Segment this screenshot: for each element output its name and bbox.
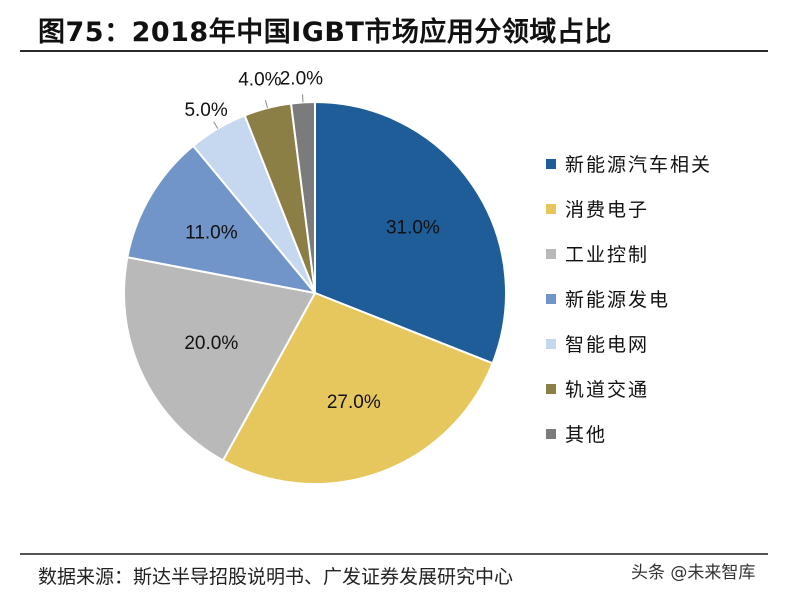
legend-swatch	[546, 203, 556, 214]
data-label-3: 20.0%	[184, 333, 238, 354]
title-divider	[20, 50, 768, 52]
legend-swatch	[546, 428, 556, 439]
legend-item-1: 新能源汽车相关	[546, 141, 712, 186]
data-label-1: 31.0%	[386, 217, 440, 238]
legend-swatch	[546, 338, 556, 349]
pie-slice-4	[126, 144, 318, 295]
legend-item-3: 工业控制	[546, 231, 712, 276]
legend-item-7: 其他	[546, 411, 712, 456]
pie-slice-1	[314, 100, 507, 365]
leader-line-7	[302, 94, 304, 103]
legend-label: 工业控制	[565, 244, 650, 266]
data-label-2: 27.0%	[327, 392, 381, 413]
chart-legend: 新能源汽车相关 消费电子工业控制新能源发电智能电网轨道交通其他	[546, 141, 712, 456]
source-note: 数据来源：斯达半导招股说明书、广发证券发展研究中心	[38, 566, 514, 588]
legend-swatch	[546, 383, 556, 394]
legend-label: 消费电子	[565, 199, 650, 221]
footer-divider	[20, 553, 768, 555]
data-label-6: 4.0%	[238, 69, 281, 90]
legend-label: 新能源汽车相关	[565, 154, 713, 176]
legend-item-6: 轨道交通	[546, 366, 712, 411]
data-label-4: 11.0%	[185, 223, 238, 244]
legend-label: 轨道交通	[565, 379, 650, 401]
legend-item-2: 消费电子	[546, 186, 712, 231]
chart-title: 图75：2018年中国IGBT市场应用分领域占比	[38, 17, 612, 48]
leader-line-6	[265, 100, 268, 109]
legend-label: 新能源发电	[565, 289, 671, 311]
legend-swatch	[546, 248, 556, 259]
watermark: 头条 @未来智库	[628, 558, 759, 583]
legend-label: 智能电网	[565, 334, 650, 356]
data-label-5: 5.0%	[184, 100, 227, 121]
legend-swatch	[546, 158, 556, 169]
legend-label: 其他	[565, 424, 608, 446]
legend-item-4: 新能源发电	[546, 276, 712, 321]
data-label-7: 2.0%	[280, 69, 323, 90]
pie-slice-3	[123, 256, 317, 462]
leader-line-5	[213, 121, 219, 129]
pie-slice-2	[221, 291, 494, 485]
legend-item-5: 智能电网	[546, 321, 712, 366]
legend-swatch	[546, 293, 556, 304]
